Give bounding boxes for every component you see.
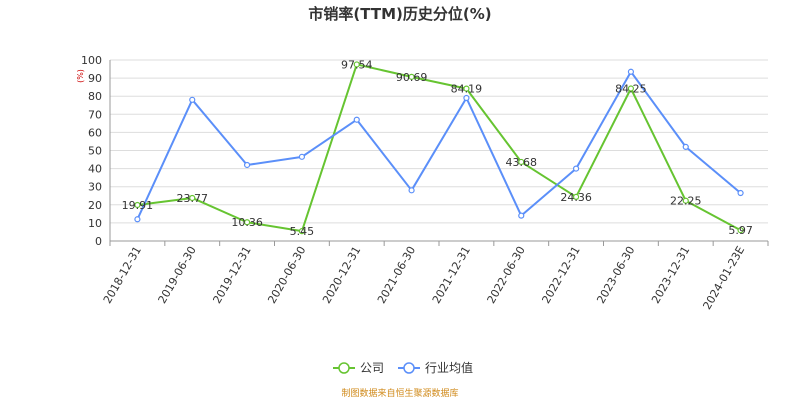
y-tick-label: 0	[95, 235, 102, 248]
legend-label-industry: 行业均值	[425, 360, 473, 375]
series	[134, 61, 744, 235]
data-point-company	[189, 194, 196, 202]
data-label-company: 19.91	[122, 199, 154, 212]
x-tick-label: 2020-12-31	[320, 244, 363, 306]
y-tick-label: 20	[88, 199, 102, 212]
data-point-company	[243, 219, 251, 226]
data-label-company: 84.19	[451, 83, 483, 96]
data-label-company: 90.69	[396, 71, 428, 84]
data-point-industry	[518, 212, 525, 219]
x-tick-label: 2024-01-23E	[700, 244, 747, 312]
data-labels: 19.91 23.77 10.36 5.45 97.54 90.69 84.19 43.68 2…	[122, 58, 753, 238]
x-tick-label: 2022-06-30	[485, 244, 528, 306]
data-point-company	[298, 228, 306, 235]
axes	[109, 60, 769, 246]
legend-item-company[interactable]: 公司	[333, 361, 384, 375]
y-tick-label: 90	[88, 72, 102, 85]
source-note: 制图数据来自恒生聚源数据库	[341, 387, 458, 399]
y-tick-label: 80	[88, 90, 102, 103]
data-point-company	[134, 201, 141, 209]
x-tick-label: 2019-06-30	[156, 244, 199, 306]
legend[interactable]: 公司 行业均值	[333, 360, 473, 375]
x-tick-label: 2019-12-31	[210, 244, 253, 306]
data-label-company: 10.36	[231, 216, 263, 229]
data-point-industry	[463, 94, 470, 102]
data-point-company	[518, 158, 525, 166]
y-tick-label: 40	[88, 163, 102, 176]
x-tick-label: 2023-12-31	[649, 244, 692, 306]
data-label-company: 24.36	[560, 191, 592, 204]
data-label-company: 22.25	[670, 195, 702, 208]
y-tick-labels: 0 10 20 30 40 50 60 70 80 90 100	[81, 54, 102, 248]
x-tick-label: 2021-12-31	[430, 244, 473, 306]
y-tick-label: 60	[88, 126, 102, 139]
x-tick-label: 2021-06-30	[375, 244, 418, 306]
x-tick-label: 2020-06-30	[265, 244, 308, 306]
data-point-industry	[243, 161, 251, 169]
data-point-industry	[572, 165, 580, 172]
data-point-company	[737, 227, 744, 234]
data-point-industry	[627, 68, 635, 75]
legend-item-industry[interactable]: 行业均值	[398, 360, 473, 375]
y-tick-label: 70	[88, 108, 102, 121]
data-point-industry	[134, 216, 141, 223]
x-tick-label: 2023-06-30	[594, 244, 637, 306]
y-unit-label: (%)	[76, 69, 85, 83]
data-label-company: 5.45	[290, 225, 315, 238]
data-point-industry	[353, 116, 360, 123]
x-tick-labels: 2018-12-31 2019-06-30 2019-12-31 2020-06-30…	[101, 244, 747, 312]
data-point-company	[627, 85, 635, 92]
x-tick-label: 2018-12-31	[101, 244, 144, 306]
legend-marker-company	[338, 362, 350, 374]
data-point-industry	[737, 189, 744, 197]
data-point-industry	[408, 187, 415, 194]
legend-marker-industry	[403, 362, 415, 374]
series-line-industry	[136, 70, 742, 220]
data-label-company: 97.54	[341, 58, 373, 71]
data-label-company: 43.68	[506, 156, 538, 169]
data-point-company	[572, 193, 580, 201]
data-point-industry	[189, 96, 196, 103]
legend-label-company: 公司	[360, 361, 384, 375]
data-point-industry	[682, 143, 689, 150]
data-point-company	[408, 73, 415, 80]
y-tick-label: 50	[88, 145, 102, 158]
data-point-company	[353, 61, 360, 68]
data-point-company	[463, 85, 470, 92]
y-tick-label: 100	[81, 54, 102, 67]
data-label-company: 84.25	[615, 83, 647, 96]
series-line-company	[137, 63, 742, 233]
chart-title: 市销率(TTM)历史分位(%)	[308, 5, 491, 23]
y-tick-label: 10	[88, 217, 102, 230]
x-tick-label: 2022-12-31	[539, 244, 582, 306]
data-label-company: 5.97	[728, 224, 753, 237]
data-point-company	[682, 197, 689, 204]
y-tick-label: 30	[88, 181, 102, 194]
data-label-company: 23.77	[177, 192, 209, 205]
data-point-industry	[298, 153, 306, 160]
